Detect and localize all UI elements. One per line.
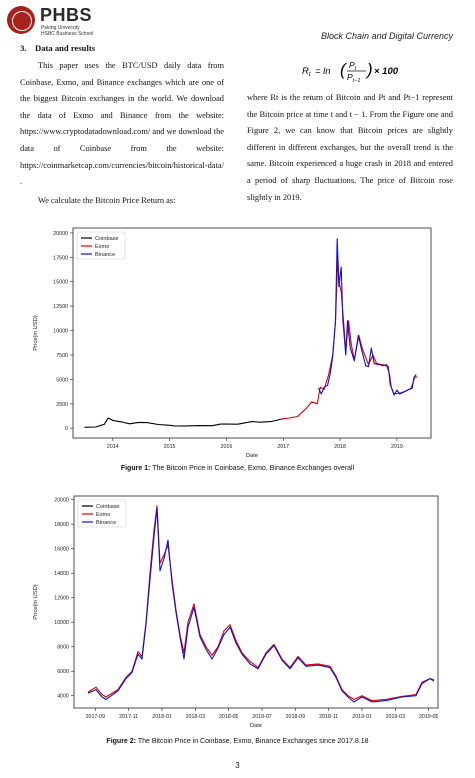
chart-legend: Coinbase Exmo Binance [76, 231, 126, 260]
eq-lhs: Rt [302, 66, 311, 78]
y-tick-label: 4000 [57, 694, 69, 700]
eq-denominator: Pt−1 [347, 72, 360, 84]
x-tick-label: 2019-01 [352, 714, 371, 720]
x-tick-label: 2017 [277, 444, 289, 450]
series-line-coinbase [84, 417, 285, 428]
y-tick-label: 8000 [57, 645, 69, 651]
x-axis-label: Date [250, 723, 262, 729]
legend-label-binance: Binance [95, 252, 115, 258]
logo-subtitle-2: HSBC Business School [41, 31, 94, 37]
y-tick-label: 18000 [54, 522, 69, 528]
section-heading: 3. Data and results [20, 43, 95, 53]
legend-label-binance: Binance [96, 520, 116, 526]
x-tick-label: 2015 [164, 444, 176, 450]
y-tick-label: 0 [65, 426, 68, 432]
x-tick-label: 2017-11 [119, 714, 138, 720]
logo-subtitle-1: Peking University [41, 25, 80, 31]
y-tick-label: 17500 [53, 255, 68, 261]
eq-numerator: Pt [349, 60, 357, 72]
university-seal-icon [7, 6, 35, 34]
y-tick-label: 10000 [54, 620, 69, 626]
eq-ln: = ln [315, 66, 331, 77]
x-tick-label: 2018-05 [219, 714, 238, 720]
figure-1-caption: Figure 1: The Bitcoin Price in Coinbase,… [0, 465, 475, 472]
chart-legend: Coinbase Exmo Binance [77, 499, 127, 528]
x-tick-label: 2019 [391, 444, 403, 450]
logo-brand: PHBS [40, 5, 93, 25]
x-tick-label: 2014 [107, 444, 119, 450]
paragraph-results: where Rt is the return of Bitcoin and Pt… [247, 93, 453, 202]
figure-1-chart: 0 2500 5000 7500 10000 12500 15000 17500 20000 20… [33, 227, 432, 459]
figure-2-caption-text: The Bitcoin Price in Coinbase, Exmo, Bin… [137, 738, 369, 745]
y-tick-label: 2500 [56, 402, 68, 408]
legend-label-exmo: Exmo [95, 244, 109, 250]
y-tick-label: 10000 [53, 329, 68, 335]
x-axis-label: Date [246, 453, 258, 459]
x-tick-label: 2017-09 [86, 714, 105, 720]
x-tick-label: 2018-03 [186, 714, 205, 720]
y-tick-label: 16000 [54, 547, 69, 553]
series-line-binance [87, 507, 435, 703]
return-equation: Rt = ln ( Pt Pt−1 ) × 100 [302, 57, 412, 87]
series-line-binance [318, 238, 417, 396]
figure-2-chart: 4000 6000 8000 10000 12000 14000 16000 18000 200… [33, 495, 439, 729]
left-column: This paper uses the BTC/USD daily data f… [20, 58, 224, 209]
plot-area [73, 495, 439, 709]
figure-1-caption-label: Figure 1: [120, 465, 151, 472]
legend-label-coinbase: Coinbase [96, 504, 120, 510]
eq-paren-close: ) [365, 60, 373, 79]
paragraph-return-intro: We calculate the Bitcoin Price Return as… [38, 195, 176, 205]
running-title: Block Chain and Digital Currency [320, 31, 453, 41]
section-number: 3. [20, 43, 27, 53]
figure-2-caption-label: Figure 2: [106, 738, 136, 745]
phbs-logo: PHBS Peking University HSBC Business Sch… [7, 5, 187, 45]
figure-2-caption: Figure 2: The Bitcoin Price in Coinbase,… [0, 738, 475, 745]
y-tick-label: 7500 [56, 353, 68, 359]
equation-graphic: Rt = ln ( Pt Pt−1 ) × 100 [302, 60, 399, 84]
y-tick-label: 20000 [53, 231, 68, 237]
page-number: 3 [235, 761, 240, 770]
x-tick-label: 2018-09 [286, 714, 305, 720]
eq-suffix: × 100 [374, 66, 399, 77]
x-tick-label: 2016 [221, 444, 233, 450]
right-column: where Rt is the return of Bitcoin and Pt… [247, 90, 453, 206]
y-tick-label: 15000 [53, 280, 68, 286]
eq-paren-open: ( [340, 60, 348, 79]
y-tick-label: 12000 [54, 596, 69, 602]
y-axis-label: Price(in USD) [33, 315, 39, 350]
x-tick-label: 2018 [334, 444, 346, 450]
paragraph-data-source: This paper uses the BTC/USD daily data f… [20, 61, 224, 187]
x-tick-label: 2019-03 [386, 714, 405, 720]
y-tick-label: 12500 [53, 304, 68, 310]
x-tick-label: 2018-01 [152, 714, 171, 720]
legend-label-coinbase: Coinbase [95, 236, 119, 242]
legend-label-exmo: Exmo [96, 512, 110, 518]
figure-1-caption-text: The Bitcoin Price in Coinbase, Exmo, Bin… [152, 465, 355, 472]
y-tick-label: 5000 [56, 377, 68, 383]
x-tick-label: 2018-11 [319, 714, 338, 720]
x-tick-label: 2018-07 [252, 714, 271, 720]
plot-area [72, 227, 432, 439]
y-axis-label: Price(in USD) [33, 584, 39, 619]
y-tick-label: 6000 [57, 669, 69, 675]
y-tick-label: 14000 [54, 571, 69, 577]
x-tick-label: 2019-05 [419, 714, 438, 720]
y-tick-label: 20000 [54, 498, 69, 504]
section-title: Data and results [35, 43, 96, 53]
